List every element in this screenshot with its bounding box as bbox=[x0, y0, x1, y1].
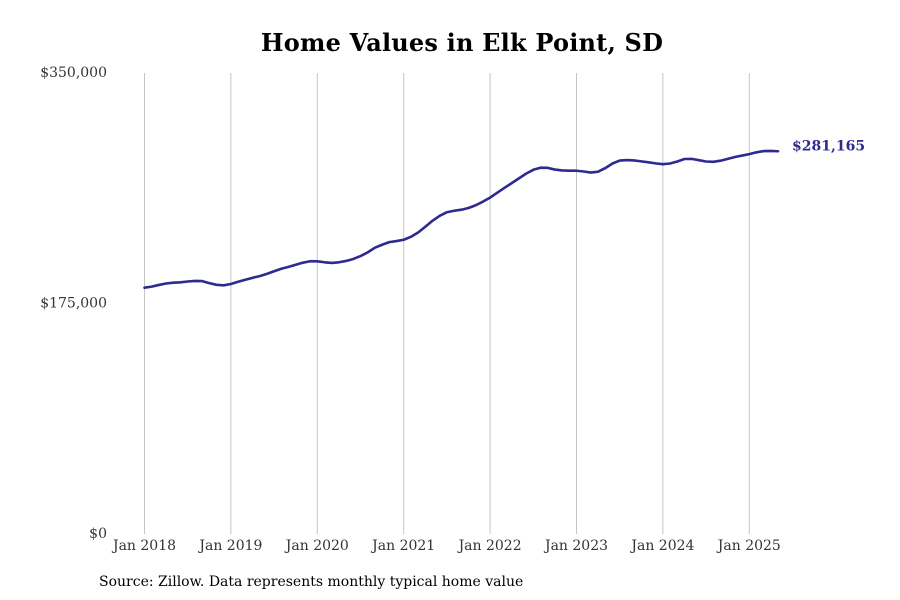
x-axis-ticks: Jan 2018 Jan 2019 Jan 2020 Jan 2021 Jan 2022… bbox=[111, 538, 781, 554]
chart-title: Home Values in Elk Point, SD bbox=[260, 28, 664, 57]
y-tick-label: $0 bbox=[89, 526, 107, 542]
end-label-layer: $281,165 bbox=[792, 139, 865, 155]
y-tick-label: $175,000 bbox=[40, 296, 107, 312]
x-tick-label: Jan 2018 bbox=[111, 538, 176, 554]
y-tick-label: $350,000 bbox=[40, 65, 107, 81]
end-value-label: $281,165 bbox=[792, 139, 865, 155]
x-tick-label: Jan 2025 bbox=[716, 538, 781, 554]
x-tick-label: Jan 2022 bbox=[457, 538, 522, 554]
x-tick-label: Jan 2024 bbox=[629, 538, 694, 554]
x-tick-label: Jan 2020 bbox=[284, 538, 349, 554]
series-layer bbox=[143, 149, 780, 289]
x-tick-label: Jan 2023 bbox=[543, 538, 608, 554]
x-tick-label: Jan 2021 bbox=[370, 538, 435, 554]
source-note: Source: Zillow. Data represents monthly … bbox=[99, 574, 524, 590]
x-tick-label: Jan 2019 bbox=[197, 538, 262, 554]
grid-lines bbox=[144, 73, 750, 534]
y-axis-ticks: $0 $175,000 $350,000 bbox=[40, 65, 107, 542]
series-line-0 bbox=[143, 149, 780, 289]
